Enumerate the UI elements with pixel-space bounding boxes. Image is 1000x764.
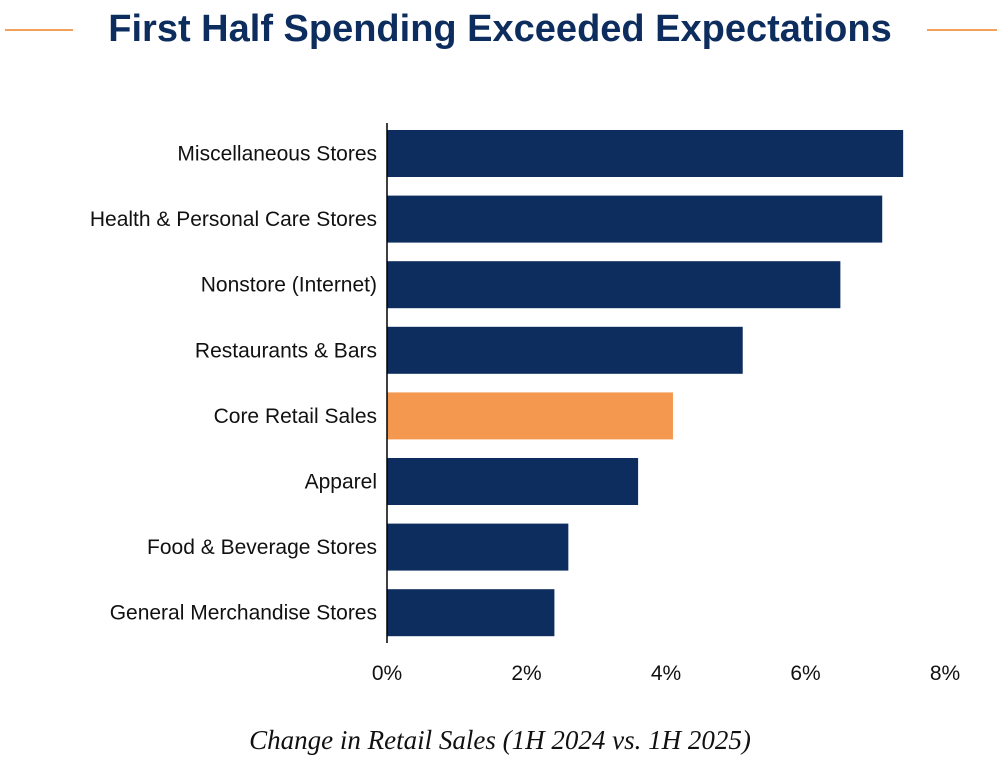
bar-restaurants-and-bars <box>387 326 743 374</box>
category-label-nonstore-internet: Nonstore (Internet) <box>201 274 377 297</box>
bar-nonstore-internet <box>387 261 841 309</box>
bar-apparel <box>387 458 639 505</box>
bar-food-and-beverage-stores <box>387 523 569 571</box>
category-labels: Miscellaneous Stores Health & Personal Ca… <box>90 143 377 625</box>
bars <box>387 130 904 637</box>
bar-core-retail-sales <box>387 392 673 440</box>
x-tick-label-6: 6% <box>790 662 820 685</box>
title-rule-left <box>5 29 73 31</box>
category-label-restaurants-and-bars: Restaurants & Bars <box>195 339 377 362</box>
bar-general-merchandise-stores <box>387 589 555 637</box>
bar-miscellaneous-stores <box>387 130 904 177</box>
x-tick-labels: 0% 2% 4% 6% 8% <box>372 662 960 685</box>
category-label-health-and-personal-care-stores: Health & Personal Care Stores <box>90 208 377 231</box>
x-tick-label-8: 8% <box>930 662 960 685</box>
category-label-food-and-beverage-stores: Food & Beverage Stores <box>147 536 377 559</box>
category-label-miscellaneous-stores: Miscellaneous Stores <box>177 143 377 166</box>
bar-health-and-personal-care-stores <box>387 195 883 243</box>
x-tick-label-4: 4% <box>651 662 681 685</box>
category-label-core-retail-sales: Core Retail Sales <box>214 405 377 428</box>
x-axis-label: Change in Retail Sales (1H 2024 vs. 1H 2… <box>249 725 751 755</box>
title-row: First Half Spending Exceeded Expectation… <box>0 0 1000 62</box>
chart-title: First Half Spending Exceeded Expectation… <box>108 8 892 50</box>
x-tick-label-0: 0% <box>372 662 402 685</box>
x-tick-label-2: 2% <box>511 662 541 685</box>
bar-chart: Miscellaneous Stores Health & Personal Ca… <box>90 123 960 685</box>
category-label-general-merchandise-stores: General Merchandise Stores <box>110 602 377 625</box>
title-rule-right <box>927 29 997 31</box>
category-label-apparel: Apparel <box>305 471 377 494</box>
